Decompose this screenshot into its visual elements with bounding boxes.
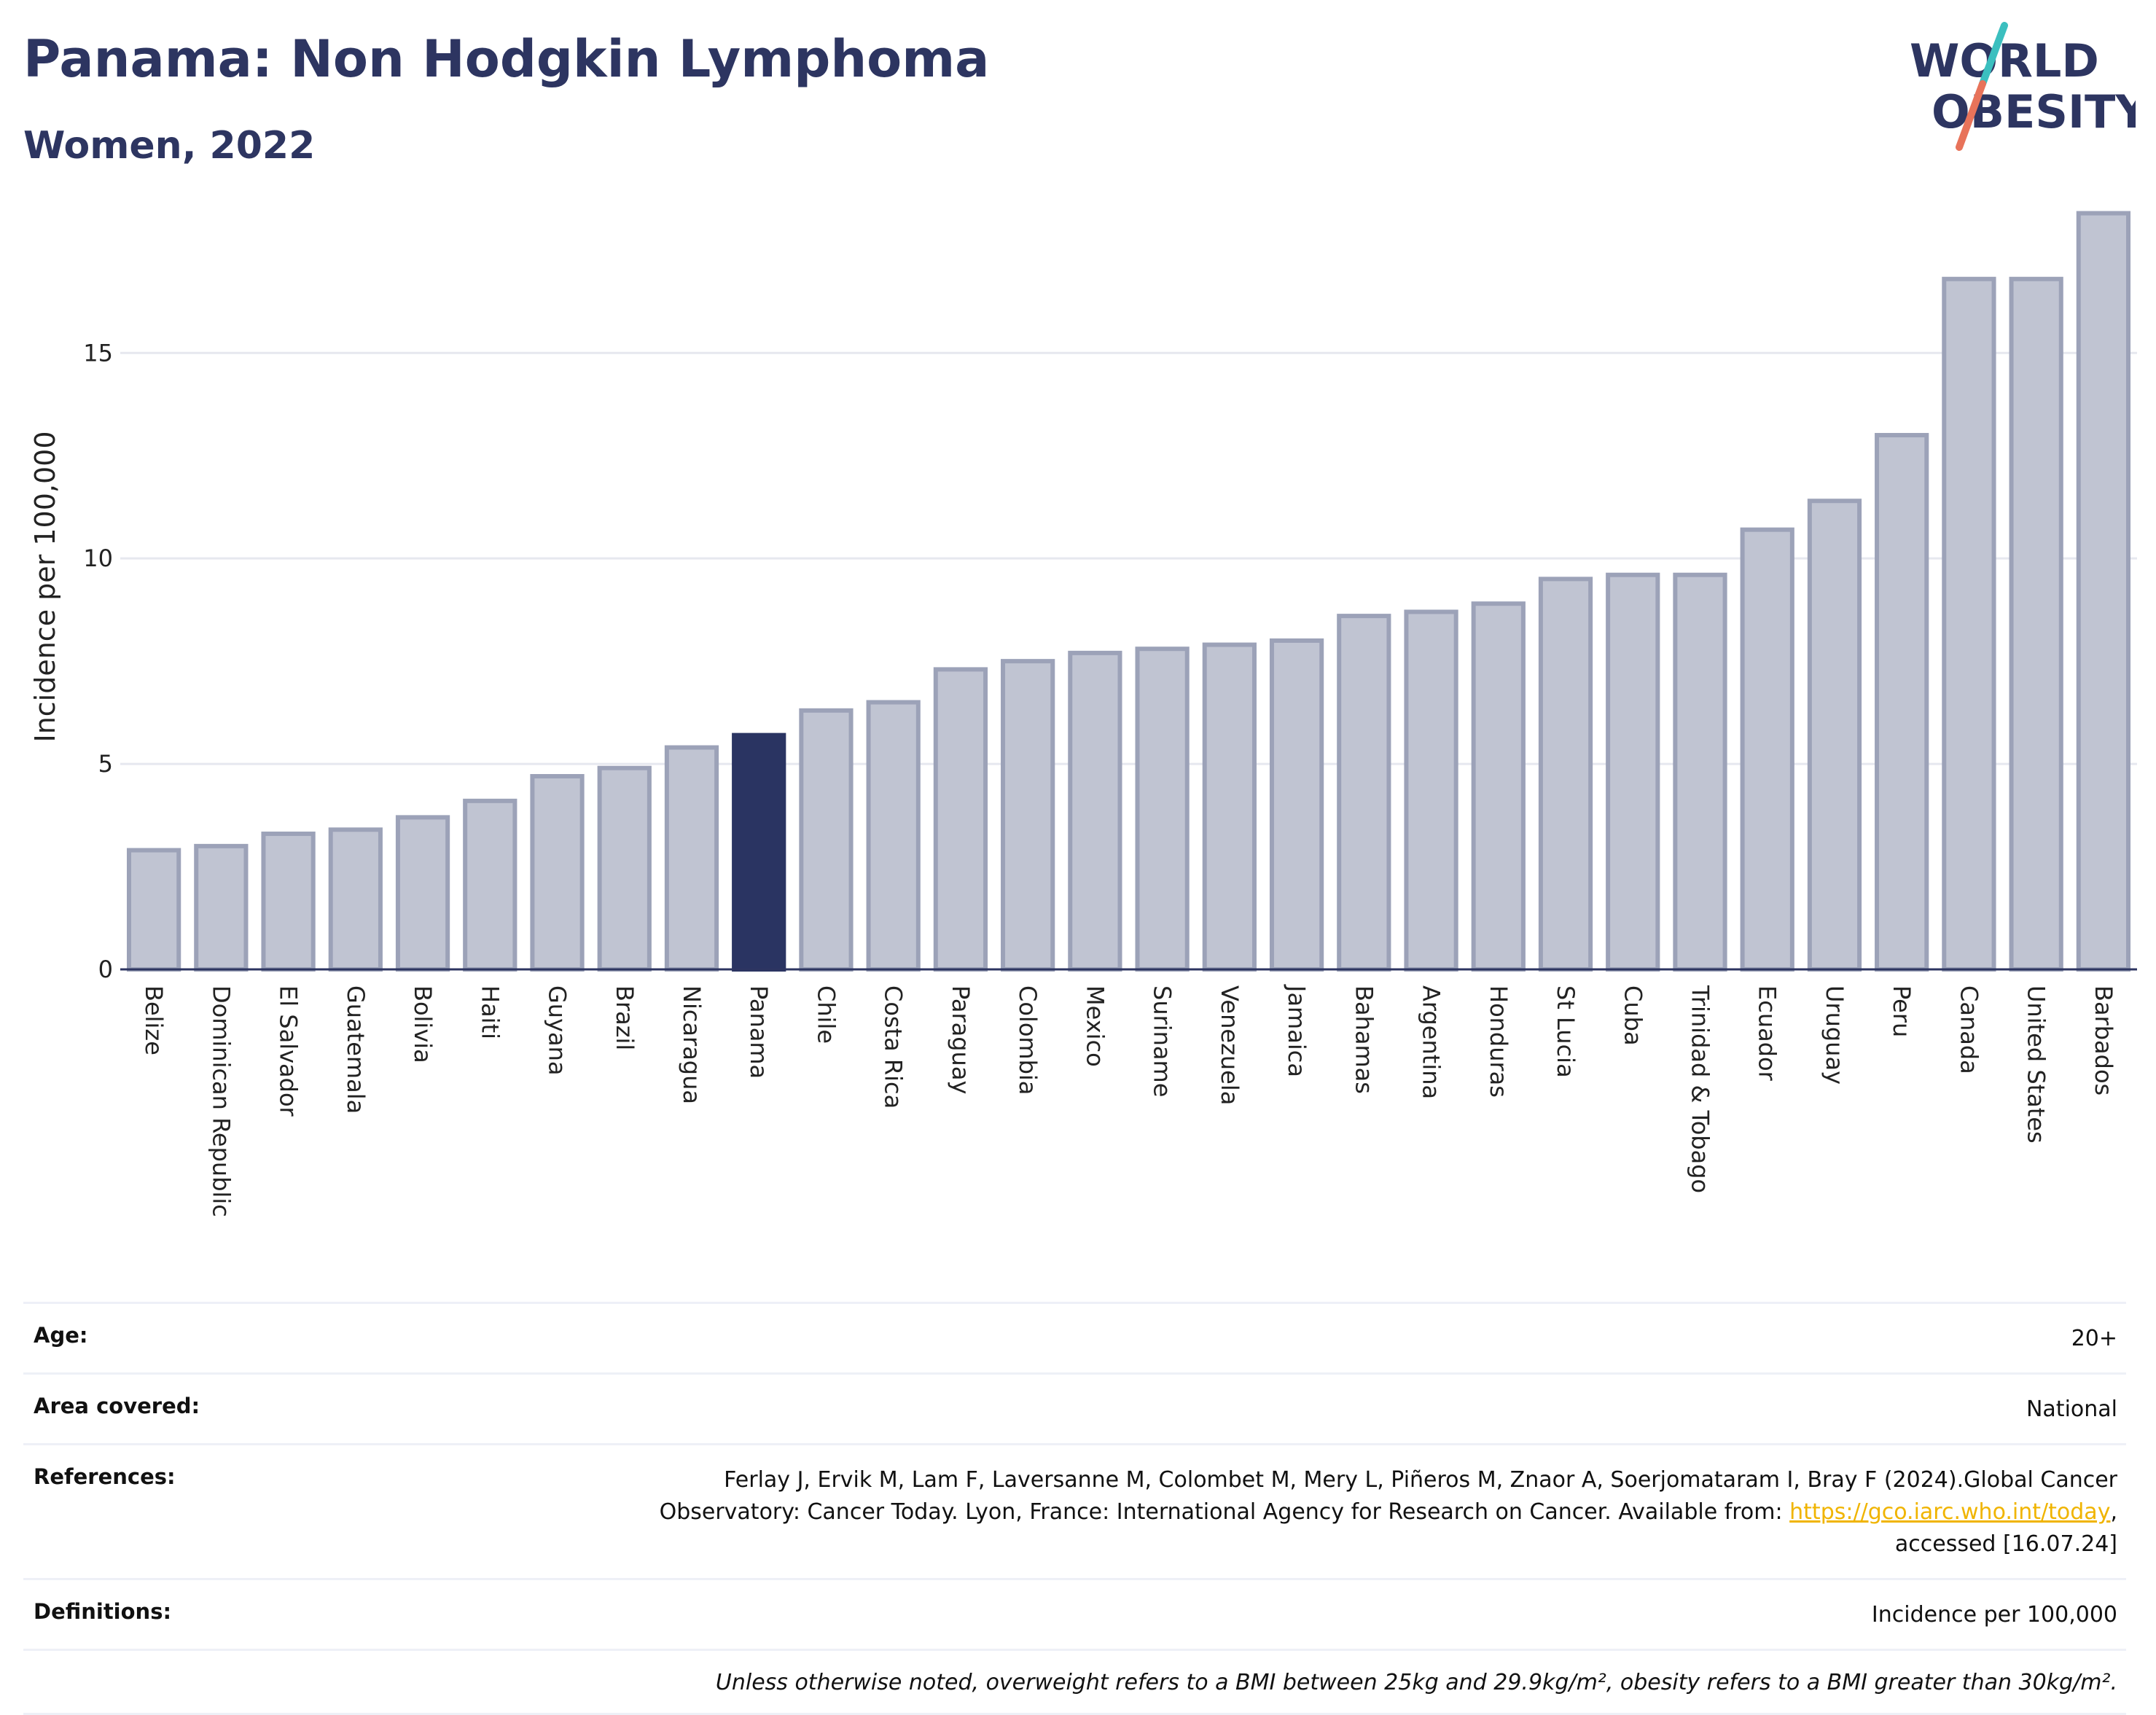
area-label: Area covered: bbox=[34, 1394, 200, 1418]
x-category-label: Colombia bbox=[1014, 985, 1042, 1095]
info-table: Age: 20+ Area covered: National Referenc… bbox=[23, 1302, 2126, 1715]
bar-chile bbox=[799, 708, 854, 972]
bar-costa-rica bbox=[866, 700, 921, 972]
logo-slash-bottom bbox=[1956, 80, 1986, 151]
references-line2-end: , bbox=[2110, 1499, 2117, 1525]
bar-trinidad-tobago bbox=[1673, 572, 1727, 972]
x-category-label: Peru bbox=[1888, 985, 1915, 1037]
bar-venezuela bbox=[1202, 642, 1257, 972]
y-tick-label: 0 bbox=[98, 956, 113, 983]
info-row-age: Age: 20+ bbox=[23, 1302, 2126, 1372]
x-category-label: Paraguay bbox=[947, 985, 975, 1094]
bar-suriname bbox=[1135, 646, 1190, 972]
x-category-label: Guyana bbox=[544, 985, 571, 1076]
page-subtitle: Women, 2022 bbox=[23, 124, 316, 168]
bmi-note: Unless otherwise noted, overweight refer… bbox=[715, 1670, 2117, 1695]
x-category-labels: Belize Dominican Republic El Salvador Guate… bbox=[140, 984, 2117, 1217]
definitions-value: Incidence per 100,000 bbox=[1871, 1602, 2117, 1628]
references-link[interactable]: https://gco.iarc.who.int/today bbox=[1789, 1499, 2111, 1525]
references-value: Ferlay J, Ervik M, Lam F, Laversanne M, … bbox=[660, 1464, 2117, 1560]
x-category-label: Brazil bbox=[611, 985, 638, 1050]
bar-peru bbox=[1875, 433, 1929, 972]
bar-ecuador bbox=[1740, 527, 1794, 972]
age-label: Age: bbox=[34, 1323, 88, 1348]
world-obesity-logo: WORLD OBESITY bbox=[1910, 22, 2136, 151]
bar-barbados bbox=[2076, 211, 2131, 972]
x-category-label: Dominican Republic bbox=[207, 985, 235, 1217]
bar-st-lucia bbox=[1538, 577, 1593, 972]
x-category-label: Chile bbox=[812, 985, 840, 1044]
x-category-label: United States bbox=[2023, 985, 2050, 1144]
bar-el-salvador bbox=[261, 831, 316, 972]
x-category-label: Mexico bbox=[1081, 985, 1109, 1067]
references-label: References: bbox=[34, 1464, 176, 1489]
info-row-note: Unless otherwise noted, overweight refer… bbox=[23, 1649, 2126, 1715]
bar-belize bbox=[126, 848, 181, 972]
bar-brazil bbox=[597, 765, 652, 972]
bar-uruguay bbox=[1807, 499, 1862, 972]
x-category-label: Uruguay bbox=[1821, 985, 1848, 1085]
bar-dominican-republic bbox=[194, 843, 249, 972]
bar-guatemala bbox=[328, 827, 383, 972]
bar-united-states bbox=[2009, 276, 2063, 972]
x-category-label: Suriname bbox=[1149, 985, 1176, 1097]
bar-mexico bbox=[1068, 650, 1122, 972]
info-row-area: Area covered: National bbox=[23, 1372, 2126, 1443]
x-category-label: Cuba bbox=[1619, 985, 1647, 1046]
definitions-label: Definitions: bbox=[34, 1599, 172, 1624]
x-category-label: Costa Rica bbox=[880, 985, 907, 1109]
page-title: Panama: Non Hodgkin Lymphoma bbox=[23, 29, 990, 89]
bar-honduras bbox=[1471, 601, 1526, 972]
y-tick-label: 15 bbox=[83, 339, 113, 367]
x-category-label: Ecuador bbox=[1754, 985, 1781, 1082]
logo-text-world: WORLD bbox=[1910, 34, 2099, 87]
y-tick-labels: 0 5 10 15 bbox=[83, 339, 113, 983]
bars bbox=[126, 211, 2131, 972]
references-line2: Observatory: Cancer Today. Lyon, France:… bbox=[659, 1499, 1790, 1525]
x-category-label: Trinidad & Tobago bbox=[1686, 985, 1714, 1193]
grid-lines bbox=[120, 351, 2137, 765]
bar-jamaica bbox=[1269, 638, 1324, 972]
x-category-label: St Lucia bbox=[1552, 985, 1579, 1078]
x-category-label: Panama bbox=[745, 985, 773, 1079]
info-row-definitions: Definitions: Incidence per 100,000 bbox=[23, 1578, 2126, 1649]
x-category-label: Argentina bbox=[1418, 985, 1445, 1099]
area-value: National bbox=[2026, 1396, 2117, 1422]
bar-haiti bbox=[463, 798, 517, 972]
info-row-references: References: Ferlay J, Ervik M, Lam F, La… bbox=[23, 1443, 2126, 1578]
bar-bahamas bbox=[1337, 614, 1391, 972]
x-category-label: Barbados bbox=[2090, 985, 2117, 1095]
age-value: 20+ bbox=[2071, 1326, 2117, 1351]
x-category-label: Belize bbox=[140, 985, 168, 1055]
references-line1: Ferlay J, Ervik M, Lam F, Laversanne M, … bbox=[724, 1467, 2117, 1493]
x-category-label: Bahamas bbox=[1350, 985, 1378, 1094]
bar-chart: 0 5 10 15 Belize Dominican Republic El Salvad… bbox=[29, 211, 2137, 1217]
bar-cuba bbox=[1606, 572, 1660, 972]
y-tick-label: 10 bbox=[83, 544, 113, 572]
bar-nicaragua bbox=[664, 745, 719, 972]
y-tick-label: 5 bbox=[98, 750, 113, 778]
bar-guyana bbox=[530, 774, 585, 972]
logo-slash-top bbox=[1979, 22, 2008, 87]
bar-argentina bbox=[1404, 609, 1458, 972]
x-category-label: Bolivia bbox=[409, 985, 437, 1063]
bar-canada bbox=[1942, 276, 1996, 972]
bar-bolivia bbox=[395, 815, 450, 972]
x-category-label: Haiti bbox=[476, 985, 504, 1039]
x-category-label: Jamaica bbox=[1283, 984, 1311, 1077]
x-category-label: Canada bbox=[1955, 985, 1983, 1074]
x-category-label: El Salvador bbox=[275, 985, 302, 1117]
references-line3: accessed [16.07.24] bbox=[1894, 1531, 2117, 1557]
x-category-label: Nicaragua bbox=[678, 985, 706, 1104]
x-category-label: Venezuela bbox=[1216, 985, 1243, 1105]
bar-colombia bbox=[1001, 659, 1055, 972]
x-category-label: Honduras bbox=[1485, 985, 1512, 1098]
y-axis-title: Incidence per 100,000 bbox=[29, 431, 61, 742]
bar-panama bbox=[732, 733, 786, 972]
x-category-label: Guatemala bbox=[342, 985, 370, 1114]
bar-paraguay bbox=[933, 667, 988, 972]
